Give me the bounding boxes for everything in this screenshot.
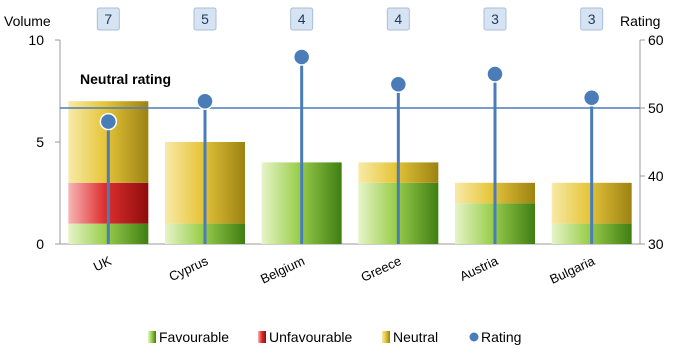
- legend-label: Rating: [481, 329, 521, 345]
- rating-point: [99, 112, 118, 131]
- left-tick-label: 5: [36, 134, 44, 150]
- legend-label: Neutral: [393, 329, 438, 345]
- volume-badge: [386, 7, 410, 31]
- bar-series: [68, 101, 632, 244]
- volume-badge: [96, 7, 120, 31]
- rating-series: [99, 48, 601, 244]
- volume-badge: [290, 7, 314, 31]
- category-label: Austria: [457, 253, 501, 284]
- left-axis-ticks: 0 5 10: [28, 32, 60, 252]
- volume-label: 7: [104, 11, 112, 27]
- category-label: Cyprus: [167, 253, 211, 284]
- category-labels: UK Cyprus Belgium Greece Austria Bulgaria: [91, 253, 598, 287]
- legend-swatch: [258, 331, 266, 343]
- right-tick-label: 30: [648, 236, 664, 252]
- left-tick-label: 10: [28, 32, 44, 48]
- volume-label: 4: [394, 11, 402, 27]
- legend-swatch: [469, 332, 479, 342]
- legend-label: Unfavourable: [269, 329, 352, 345]
- legend-label: Favourable: [159, 329, 229, 345]
- volume-label: 3: [588, 11, 596, 27]
- right-axis-title: Rating: [620, 13, 660, 29]
- volume-badge: [483, 7, 507, 31]
- right-tick-label: 60: [648, 32, 664, 48]
- category-label: Belgium: [258, 253, 307, 286]
- left-axis-title: Volume: [4, 13, 51, 29]
- reference-line-group: Neutral rating: [60, 71, 640, 109]
- volume-label: 5: [201, 11, 209, 27]
- volume-badge: [193, 7, 217, 31]
- volume-label: 4: [298, 11, 306, 27]
- legend-swatch: [148, 331, 156, 343]
- legend: Favourable Unfavourable Neutral Rating: [148, 329, 521, 345]
- rating-point: [196, 92, 214, 110]
- category-label: Bulgaria: [547, 253, 597, 287]
- right-axis-ticks: 30 40 50 60: [640, 32, 664, 252]
- category-label: Greece: [359, 253, 404, 285]
- rating-point: [486, 65, 504, 83]
- volume-labels: 7 5 4 4 3 3: [96, 7, 604, 31]
- right-tick-label: 50: [648, 100, 664, 116]
- category-label: UK: [91, 253, 114, 274]
- left-tick-label: 0: [36, 236, 44, 252]
- rating-point: [389, 75, 408, 93]
- rating-point: [292, 48, 311, 66]
- right-tick-label: 40: [648, 168, 664, 184]
- legend-swatch: [382, 331, 390, 343]
- rating-point: [582, 89, 601, 107]
- volume-label: 3: [491, 11, 499, 27]
- volume-badge: [580, 7, 604, 31]
- reference-line-label: Neutral rating: [80, 71, 171, 87]
